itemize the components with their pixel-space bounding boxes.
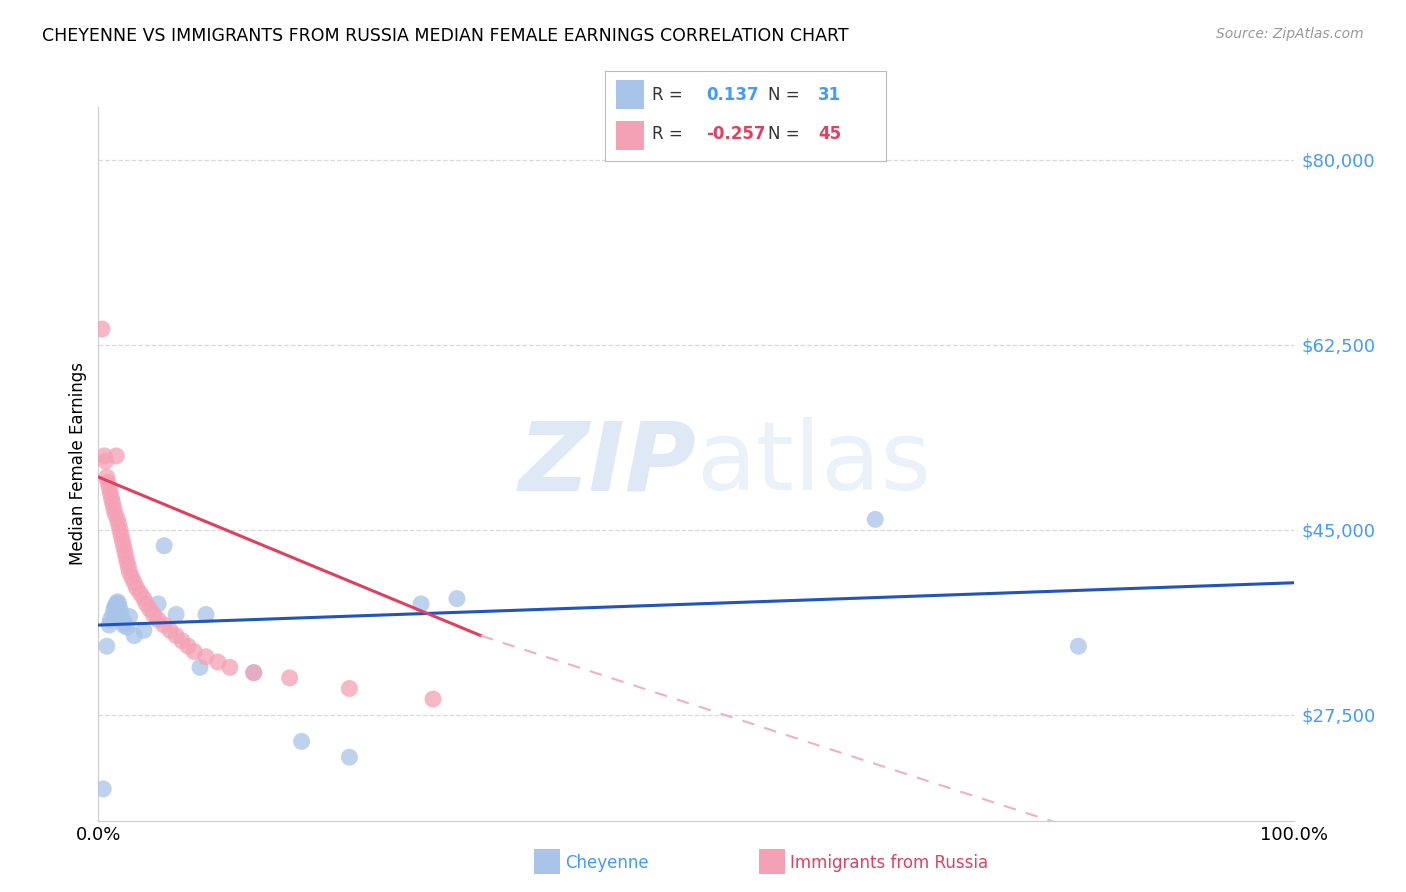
Point [111,533,134,548]
Point [108,602,131,616]
Text: ZIP: ZIP [517,417,696,510]
Point [98,481,121,495]
Point [446,591,468,606]
Point [104,599,127,613]
Point [96,639,118,653]
Point [101,607,124,622]
Point [108,523,131,537]
Text: -0.257: -0.257 [706,125,765,143]
Point [114,544,136,558]
Point [194,607,217,622]
Text: 45: 45 [818,125,841,143]
Point [129,586,152,600]
Point [278,671,301,685]
Point [91,781,114,796]
Point [115,620,138,634]
Point [98,618,121,632]
Point [96,470,118,484]
Point [153,618,176,632]
Text: N =: N = [768,86,799,103]
Point [107,512,129,526]
Point [290,734,312,748]
Point [94,454,117,468]
Point [148,613,170,627]
Text: Cheyenne: Cheyenne [565,855,648,872]
Point [337,681,360,696]
Point [337,750,360,764]
Point [159,624,181,638]
Point [105,597,128,611]
Point [135,597,157,611]
Point [422,692,444,706]
Point [863,512,886,526]
Point [101,496,124,510]
Text: Immigrants from Russia: Immigrants from Russia [790,855,988,872]
Point [118,565,141,579]
Point [172,634,194,648]
Point [125,581,148,595]
Point [243,665,266,680]
Text: R =: R = [652,125,683,143]
Point [1067,639,1090,653]
Point [148,597,170,611]
Point [153,539,176,553]
Point [177,639,200,653]
Text: atlas: atlas [696,417,931,510]
Point [219,660,242,674]
Point [112,618,135,632]
Point [188,660,211,674]
Point [103,602,125,616]
Point [115,549,138,564]
Point [105,449,128,463]
Point [97,475,120,490]
Point [142,607,165,622]
Text: 31: 31 [818,86,841,103]
Text: Source: ZipAtlas.com: Source: ZipAtlas.com [1216,27,1364,41]
Bar [616,80,644,109]
Point [165,607,187,622]
Point [117,560,139,574]
Point [194,649,217,664]
Point [411,597,433,611]
Point [110,607,132,622]
Point [124,575,146,590]
Point [139,602,162,616]
Y-axis label: Median Female Earnings: Median Female Earnings [69,362,87,566]
Point [165,629,187,643]
Point [107,597,129,611]
Point [111,613,134,627]
Point [107,517,129,532]
Point [103,501,125,516]
Point [98,613,122,627]
Point [115,555,138,569]
Text: N =: N = [768,125,799,143]
Point [118,609,141,624]
Point [104,507,127,521]
Point [121,570,143,584]
Point [132,624,155,638]
Point [112,539,135,553]
Point [207,655,229,669]
Point [124,629,146,643]
Point [98,486,122,500]
Point [110,528,132,542]
Point [100,491,122,506]
Text: 0.137: 0.137 [706,86,758,103]
Text: CHEYENNE VS IMMIGRANTS FROM RUSSIA MEDIAN FEMALE EARNINGS CORRELATION CHART: CHEYENNE VS IMMIGRANTS FROM RUSSIA MEDIA… [42,27,849,45]
Point [107,595,129,609]
Bar [616,121,644,150]
Point [93,449,115,463]
Point [183,644,205,658]
Point [114,615,136,630]
Point [243,665,266,680]
Text: R =: R = [652,86,683,103]
Point [132,591,155,606]
Point [91,322,114,336]
